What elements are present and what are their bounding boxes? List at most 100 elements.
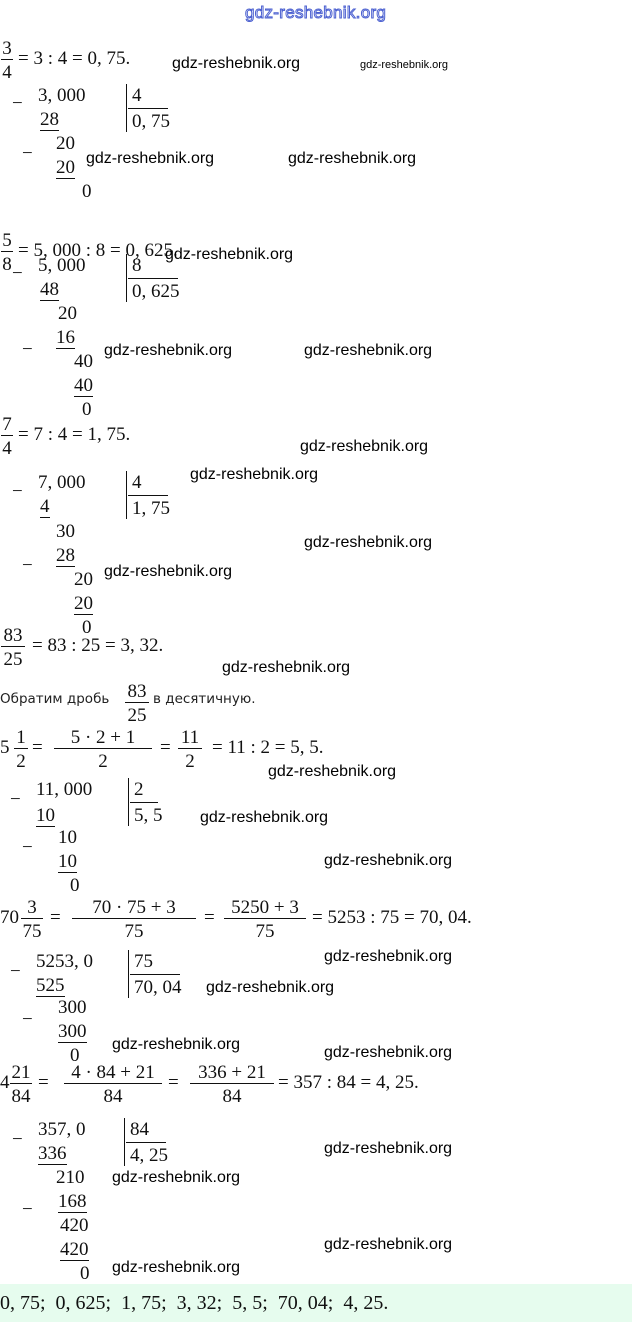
numerator: 70 · 75 + 3 (92, 897, 176, 918)
denominator: 84 (103, 1086, 123, 1107)
denominator: 4 (2, 438, 12, 459)
divisor: 75 (134, 951, 153, 972)
denominator: 75 (255, 921, 275, 942)
math-text: 70 (0, 907, 19, 928)
divisor: 2 (134, 779, 144, 800)
numerator: 336 + 21 (198, 1062, 266, 1083)
math-text: = 5253 : 75 = 70, 04. (312, 907, 472, 928)
fraction: 83 25 (125, 680, 149, 726)
watermark: gdz-reshebnik.org (304, 534, 433, 551)
math-text: 30 (56, 521, 75, 542)
subtrahend: 168 (58, 1191, 87, 1213)
division-bracket (126, 471, 127, 519)
math-text: = 5, 000 : 8 = 0, 625. (18, 240, 178, 261)
minus-sign: − (22, 1199, 33, 1220)
divisor-line (126, 1142, 166, 1143)
fraction-bar (178, 748, 202, 749)
minus-sign: − (22, 1009, 33, 1030)
watermark: gdz-reshebnik.org (360, 59, 449, 71)
fraction-bar (10, 1083, 32, 1084)
minus-sign: − (10, 789, 21, 810)
math-text: = (160, 737, 171, 758)
subtrahend: 336 (38, 1143, 67, 1165)
numerator: 5250 + 3 (231, 897, 299, 918)
math-text: = (168, 1072, 179, 1093)
math-text: 4 (0, 1072, 10, 1093)
numerator: 5 · 2 + 1 (70, 727, 136, 748)
division-bracket (126, 254, 127, 302)
fraction: 336 + 21 84 (190, 1061, 274, 1107)
fraction: 83 25 (1, 624, 25, 670)
watermark: gdz-reshebnik.org (300, 438, 429, 455)
quotient: 0, 625 (132, 281, 180, 302)
divisor-line (130, 974, 180, 975)
fraction: 4 · 84 + 21 84 (64, 1061, 162, 1107)
numerator: 7 (2, 414, 12, 435)
math-text: 20 (74, 569, 93, 590)
watermark: gdz-reshebnik.org (190, 466, 319, 483)
fraction: 21 84 (10, 1061, 32, 1107)
math-text: 210 (56, 1167, 85, 1188)
math-text: 0 (70, 875, 80, 896)
denominator: 2 (16, 751, 26, 772)
denominator: 84 (222, 1086, 242, 1107)
numerator: 11 (180, 727, 200, 748)
math-text: 0 (82, 617, 92, 638)
fraction-bar (1, 435, 13, 436)
subtrahend: 48 (40, 279, 59, 301)
fraction-bar (54, 748, 152, 749)
division-bracket (124, 1118, 125, 1166)
denominator: 25 (127, 705, 147, 726)
watermark: gdz-reshebnik.org (200, 809, 329, 826)
fraction-bar (1, 251, 13, 252)
quotient: 0, 75 (132, 111, 170, 132)
fraction: 70 · 75 + 3 75 (72, 896, 196, 942)
divisor: 8 (132, 255, 142, 276)
math-text: = 11 : 2 = 5, 5. (212, 737, 324, 758)
subtrahend: 20 (56, 157, 75, 179)
watermark: gdz-reshebnik.org (112, 1259, 241, 1276)
watermark: gdz-reshebnik.org (172, 55, 301, 72)
minus-sign: − (22, 837, 33, 858)
divisor-line (128, 495, 168, 496)
division-bracket (126, 84, 127, 132)
fraction-bar (72, 918, 196, 919)
divisor-line (128, 278, 178, 279)
minus-sign: − (22, 339, 33, 360)
watermark: gdz-reshebnik.org (324, 1140, 453, 1157)
subtrahend: 16 (56, 327, 75, 349)
numerator: 4 · 84 + 21 (71, 1062, 155, 1083)
dividend: 11, 000 (36, 779, 93, 800)
watermark: gdz-reshebnik.org (86, 150, 215, 167)
watermark: gdz-reshebnik.org (324, 1236, 453, 1253)
dividend: 5, 000 (38, 255, 86, 276)
quotient: 4, 25 (130, 1145, 168, 1166)
watermark: gdz-reshebnik.org (165, 246, 294, 263)
watermark: gdz-reshebnik.org (244, 3, 387, 22)
denominator: 4 (2, 62, 12, 83)
watermark: gdz-reshebnik.org (222, 659, 351, 676)
answer-bar: 0, 75; 0, 625; 1, 75; 3, 32; 5, 5; 70, 0… (0, 1284, 632, 1322)
subtrahend: 40 (74, 375, 93, 397)
math-text: 300 (58, 997, 87, 1018)
math-text: 5 (0, 737, 10, 758)
math-text: 20 (58, 303, 77, 324)
watermark: gdz-reshebnik.org (112, 1036, 241, 1053)
subtrahend: 4 (40, 496, 50, 518)
math-text: 20 (56, 133, 75, 154)
subtrahend: 10 (36, 805, 55, 827)
math-text: = 357 : 84 = 4, 25. (278, 1072, 419, 1093)
fraction-bar (14, 748, 28, 749)
numerator: 1 (16, 727, 26, 748)
subtrahend: 420 (60, 1239, 89, 1261)
subtrahend: 10 (58, 851, 77, 873)
watermark: gdz-reshebnik.org (304, 342, 433, 359)
subtrahend: 20 (74, 593, 93, 615)
watermark: gdz-reshebnik.org (206, 979, 335, 996)
dividend: 357, 0 (38, 1119, 86, 1140)
